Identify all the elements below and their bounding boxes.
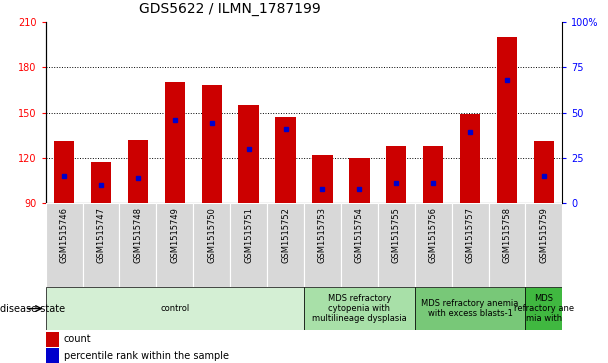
Bar [46, 203, 83, 287]
Bar [415, 287, 525, 330]
Bar [165, 82, 185, 203]
Bar [415, 203, 452, 287]
Bar [238, 105, 259, 203]
Bar [386, 146, 406, 203]
Bar [156, 203, 193, 287]
Bar [489, 203, 525, 287]
Bar [91, 163, 111, 203]
Text: GSM1515747: GSM1515747 [97, 207, 105, 264]
Bar [46, 332, 58, 347]
Bar [275, 117, 295, 203]
Bar [46, 287, 304, 330]
Bar [525, 203, 562, 287]
Bar [54, 141, 74, 203]
Bar [452, 203, 489, 287]
Bar [304, 287, 415, 330]
Bar [378, 203, 415, 287]
Text: GSM1515752: GSM1515752 [281, 207, 290, 263]
Bar [349, 158, 370, 203]
Bar [46, 348, 58, 363]
Text: disease state: disease state [0, 303, 65, 314]
Bar [193, 203, 230, 287]
Bar [341, 203, 378, 287]
Text: percentile rank within the sample: percentile rank within the sample [64, 351, 229, 361]
Text: GDS5622 / ILMN_1787199: GDS5622 / ILMN_1787199 [139, 2, 320, 16]
Text: MDS refractory
cytopenia with
multilineage dysplasia: MDS refractory cytopenia with multilinea… [312, 294, 407, 323]
Text: GSM1515750: GSM1515750 [207, 207, 216, 263]
Text: GSM1515757: GSM1515757 [466, 207, 475, 264]
Bar [423, 146, 443, 203]
Text: GSM1515759: GSM1515759 [539, 207, 548, 263]
Text: GSM1515751: GSM1515751 [244, 207, 253, 263]
Bar [313, 155, 333, 203]
Text: GSM1515758: GSM1515758 [503, 207, 511, 264]
Bar [304, 203, 341, 287]
Bar [202, 85, 222, 203]
Text: GSM1515748: GSM1515748 [133, 207, 142, 264]
Text: GSM1515753: GSM1515753 [318, 207, 327, 264]
Bar [119, 203, 156, 287]
Bar [230, 203, 267, 287]
Bar [460, 114, 480, 203]
Text: GSM1515746: GSM1515746 [60, 207, 69, 264]
Text: GSM1515754: GSM1515754 [355, 207, 364, 263]
Bar [525, 287, 562, 330]
Text: GSM1515755: GSM1515755 [392, 207, 401, 263]
Text: GSM1515756: GSM1515756 [429, 207, 438, 264]
Text: control: control [160, 304, 190, 313]
Text: GSM1515749: GSM1515749 [170, 207, 179, 263]
Bar [534, 141, 554, 203]
Text: count: count [64, 334, 91, 344]
Bar [497, 37, 517, 203]
Bar [267, 203, 304, 287]
Text: MDS
refractory ane
mia with: MDS refractory ane mia with [514, 294, 574, 323]
Bar [128, 140, 148, 203]
Bar [83, 203, 119, 287]
Text: MDS refractory anemia
with excess blasts-1: MDS refractory anemia with excess blasts… [421, 299, 519, 318]
